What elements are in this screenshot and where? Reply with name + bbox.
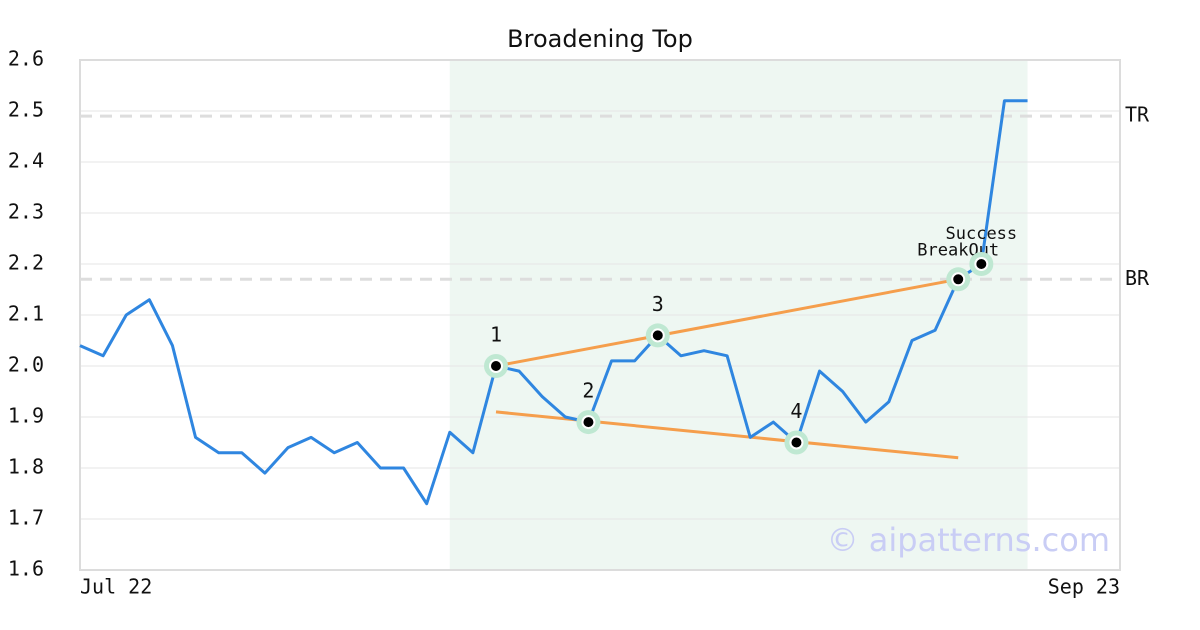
- point-marker: [489, 359, 503, 373]
- x-tick-label: Jul 22: [80, 575, 152, 599]
- point-label: 3: [652, 292, 664, 316]
- y-tick-label: 2.0: [8, 353, 44, 377]
- trend-line: [495, 277, 959, 368]
- y-tick-label: 2.1: [8, 302, 44, 326]
- point-marker: [951, 272, 966, 287]
- point-label: 1: [490, 323, 502, 347]
- y-tick-label: 2.3: [8, 200, 44, 224]
- chart-title: Broadening Top: [507, 25, 693, 53]
- price-line: [79, 99, 1028, 506]
- point-marker: [789, 435, 804, 450]
- y-tick-label: 1.8: [8, 455, 44, 479]
- y-tick-label: 2.2: [8, 251, 44, 275]
- y-tick-label: 1.6: [8, 557, 44, 581]
- point-label: Success: [946, 224, 1018, 244]
- y-tick-label: 2.5: [8, 98, 44, 122]
- y-tick-label: 1.7: [8, 506, 44, 530]
- point-marker: [650, 328, 665, 343]
- point-label: 2: [582, 379, 594, 403]
- watermark: © aipatterns.com: [827, 521, 1110, 559]
- y-tick-label: 2.6: [8, 47, 44, 71]
- plot-frame: [79, 59, 1121, 571]
- y-tick-label: 2.4: [8, 149, 44, 173]
- level-label: TR: [1125, 103, 1150, 127]
- point-marker: [974, 257, 989, 271]
- level-label: BR: [1125, 266, 1150, 290]
- point-label: 4: [790, 399, 802, 423]
- point-marker: [581, 415, 596, 430]
- x-tick-label: Sep 23: [1048, 575, 1120, 599]
- y-tick-label: 1.9: [8, 404, 44, 428]
